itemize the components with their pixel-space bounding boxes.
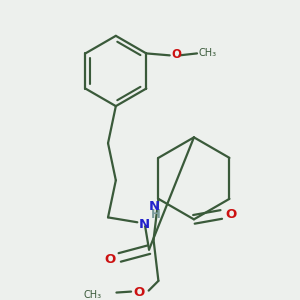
Text: H: H bbox=[151, 208, 161, 221]
Text: CH₃: CH₃ bbox=[84, 290, 102, 299]
Text: CH₃: CH₃ bbox=[199, 48, 217, 59]
Text: O: O bbox=[172, 48, 182, 61]
Text: O: O bbox=[133, 286, 145, 299]
Text: N: N bbox=[138, 218, 149, 231]
Text: O: O bbox=[104, 253, 116, 266]
Text: N: N bbox=[149, 200, 160, 213]
Text: O: O bbox=[225, 208, 237, 221]
